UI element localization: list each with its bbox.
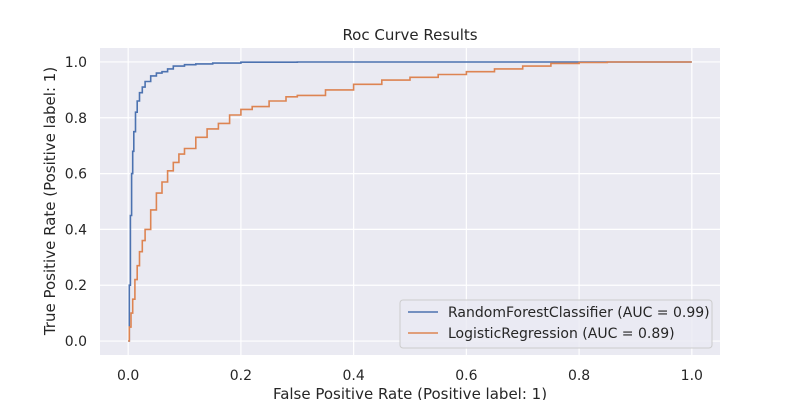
y-tick-label: 0.4 [65, 222, 87, 238]
legend-label-randomforest: RandomForestClassifier (AUC = 0.99) [448, 305, 710, 321]
randomforest-roc-line [128, 61, 692, 342]
y-tick-label: 0.6 [65, 167, 87, 183]
x-axis-label: False Positive Rate (Positive label: 1) [273, 385, 547, 400]
legend-box [399, 299, 713, 349]
y-tick-label: 0.2 [65, 278, 87, 294]
legend-label-logisticregression: LogisticRegression (AUC = 0.89) [448, 326, 675, 342]
legend: RandomForestClassifier (AUC = 0.99) Logi… [399, 299, 713, 349]
y-tick-labels: 0.0 0.2 0.4 0.6 0.8 1.0 [65, 55, 87, 350]
x-tick-label: 0.0 [117, 368, 139, 384]
y-tick-label: 0.0 [65, 334, 87, 350]
x-tick-label: 0.8 [568, 368, 590, 384]
series-lines [128, 61, 692, 342]
x-tick-labels: 0.0 0.2 0.4 0.6 0.8 1.0 [117, 368, 703, 384]
x-tick-label: 0.4 [343, 368, 365, 384]
y-tick-label: 1.0 [65, 55, 87, 71]
x-tick-label: 1.0 [681, 368, 703, 384]
y-tick-label: 0.8 [65, 111, 87, 127]
logisticregression-roc-line [128, 61, 692, 342]
chart-title: Roc Curve Results [342, 26, 477, 44]
y-axis-label: True Positive Rate (Positive label: 1) [41, 67, 59, 336]
x-tick-label: 0.2 [230, 368, 252, 384]
x-tick-label: 0.6 [455, 368, 477, 384]
